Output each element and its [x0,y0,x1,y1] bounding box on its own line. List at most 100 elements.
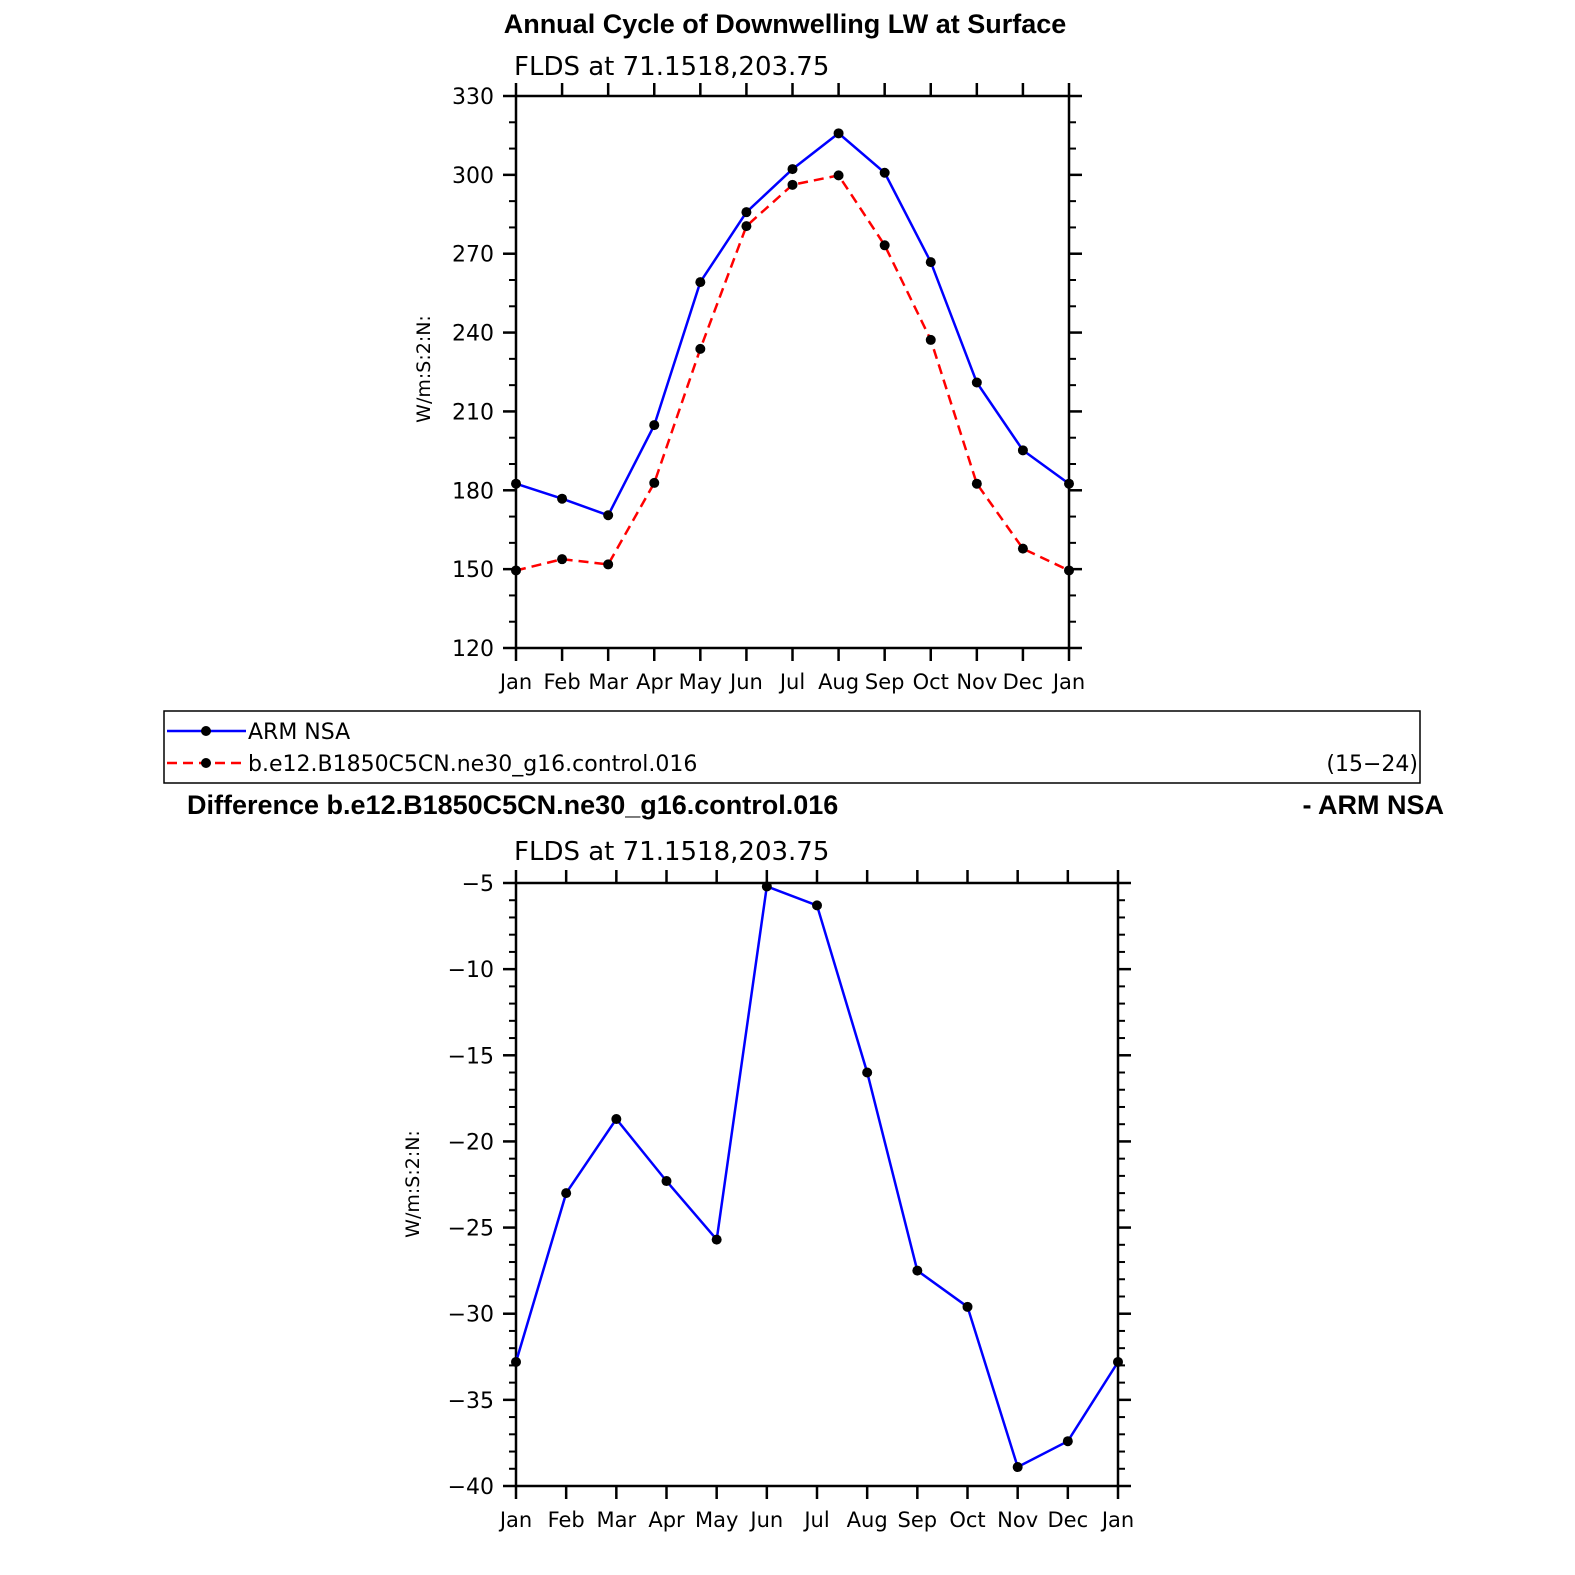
chart-1: Annual Cycle of Downwelling LW at Surfac… [413,9,1085,694]
c1-ytick-label: 240 [452,322,494,347]
c2-ytick-label: −40 [448,1475,494,1500]
c1-xtick-label: Feb [543,670,580,694]
c1-ytick-label: 300 [452,164,494,189]
c1-series-0-point [925,257,936,268]
c2-xtick-label: May [695,1508,738,1532]
c2-series-0-point [912,1265,923,1276]
c2-xtick-label: Jul [802,1508,829,1532]
c1-series-1-point [1064,565,1074,576]
c2-series-0-point [862,1067,873,1078]
c2-xtick-label: Jan [1100,1508,1134,1532]
c1-series-1-point [879,240,890,251]
c1-series-1-point [557,554,568,565]
c1-xtick-label: Jun [728,670,763,694]
c2-xtick-label: Nov [997,1508,1038,1532]
c2-series-0-point [611,1114,622,1125]
c2-xtick-label: Sep [898,1508,938,1532]
c2-series-0-point [1062,1436,1073,1447]
c2-ytick-label: −30 [448,1303,494,1328]
c1-series-0-point [741,207,752,218]
c1-xtick-label: Sep [865,670,905,694]
c2-xtick-label: Feb [548,1508,585,1532]
c1-xtick-label: Apr [636,670,673,694]
c2-xtick-label: Oct [949,1508,985,1532]
c2-series-0-point [962,1301,973,1312]
c1-series-1-point [925,334,936,345]
c2-plot-frame [514,881,1120,1488]
c2-xtick-label: Dec [1048,1508,1089,1532]
c1-ytick-label: 210 [452,400,494,425]
c1-ytick-label: 120 [452,637,494,662]
c2-series-0-line [514,884,1120,1469]
c2-series-0-point [812,900,822,911]
c2-series-0-point [511,1356,521,1367]
chart-1-title: Annual Cycle of Downwelling LW at Surfac… [504,9,1067,39]
c1-series-1-point [649,477,660,488]
c1-xtick-label: Jan [498,670,532,694]
chart-2-series [511,881,1123,1473]
c1-series-0-point [649,420,660,431]
c1-series-1-point [511,565,521,576]
c1-series-0-point [1064,478,1074,489]
chart-1-ylabel: W/m:S:2:N: [413,315,435,423]
c1-ytick-label: 330 [452,85,494,110]
chart-1-subtitle: FLDS at 71.1518,203.75 [514,52,829,82]
legend-years: (15−24) [1326,752,1418,777]
c2-xtick-label: Aug [847,1508,888,1532]
c2-series-0-point [1113,1356,1123,1367]
legend-label-arm: ARM NSA [248,720,350,745]
c1-xtick-label: Dec [1003,670,1044,694]
c1-series-0-point [557,493,568,504]
c1-series-0-point [1017,445,1028,456]
c2-ytick-label: −10 [448,958,494,983]
c1-series-0-line [515,131,1070,517]
legend-marker-arm [201,726,211,736]
c1-series-1-point [833,170,844,181]
c2-series-0-point [711,1234,722,1245]
c1-plot-frame [514,94,1071,650]
c1-xtick-label: Nov [956,670,997,694]
chart-2-title-right: - ARM NSA [1303,790,1445,820]
legend-label-model: b.e12.B1850C5CN.ne30_g16.control.016 [248,752,697,777]
c1-series-0-point [833,128,844,139]
c1-series-0-point [971,377,982,388]
c2-xtick-label: Apr [648,1508,685,1532]
c1-xtick-label: Mar [588,670,628,694]
c1-xtick-label: Oct [913,670,949,694]
c1-series-1-point [971,478,982,489]
legend: ARM NSA b.e12.B1850C5CN.ne30_g16.control… [163,710,1421,784]
c2-xtick-label: Jun [748,1508,783,1532]
c2-series-0-point [761,881,772,892]
chart-2: Difference b.e12.B1850C5CN.ne30_g16.cont… [187,790,1444,1532]
c2-ytick-label: −20 [448,1130,494,1155]
c2-xtick-label: Jan [498,1508,532,1532]
c2-xtick-label: Mar [597,1508,637,1532]
chart-1-axes: Jan Feb Mar Apr May Jun Jul Aug Sep Oct Nov Dec Jan 3… [452,83,1085,694]
c2-series-0-point [661,1176,672,1187]
c1-xtick-label: Jul [778,670,805,694]
c1-series-1-point [603,559,614,570]
c1-xtick-label: May [679,670,722,694]
legend-box [163,710,1421,784]
c1-series-0-point [603,510,614,521]
chart-2-subtitle: FLDS at 71.1518,203.75 [514,837,829,867]
c2-series-0-point [561,1188,572,1199]
c2-ytick-label: −5 [462,872,494,897]
c1-series-0-point [787,164,798,175]
chart-2-title: Difference b.e12.B1850C5CN.ne30_g16.cont… [187,790,838,820]
chart-2-ylabel: W/m:S:2:N: [402,1130,424,1238]
c2-series-0-point [1012,1462,1023,1473]
c2-ytick-label: −25 [448,1217,494,1242]
c1-series-1-point [741,221,752,232]
c1-ytick-label: 150 [452,558,494,583]
c1-series-0-point [695,277,706,288]
c1-series-1-point [1017,543,1028,554]
c1-series-0-point [879,167,890,178]
c1-xtick-label: Aug [818,670,859,694]
c1-series-1-point [787,179,798,190]
c2-ytick-label: −35 [448,1389,494,1414]
legend-marker-model [201,758,211,768]
c1-ytick-label: 270 [452,243,494,268]
c1-series-0-point [511,478,521,489]
